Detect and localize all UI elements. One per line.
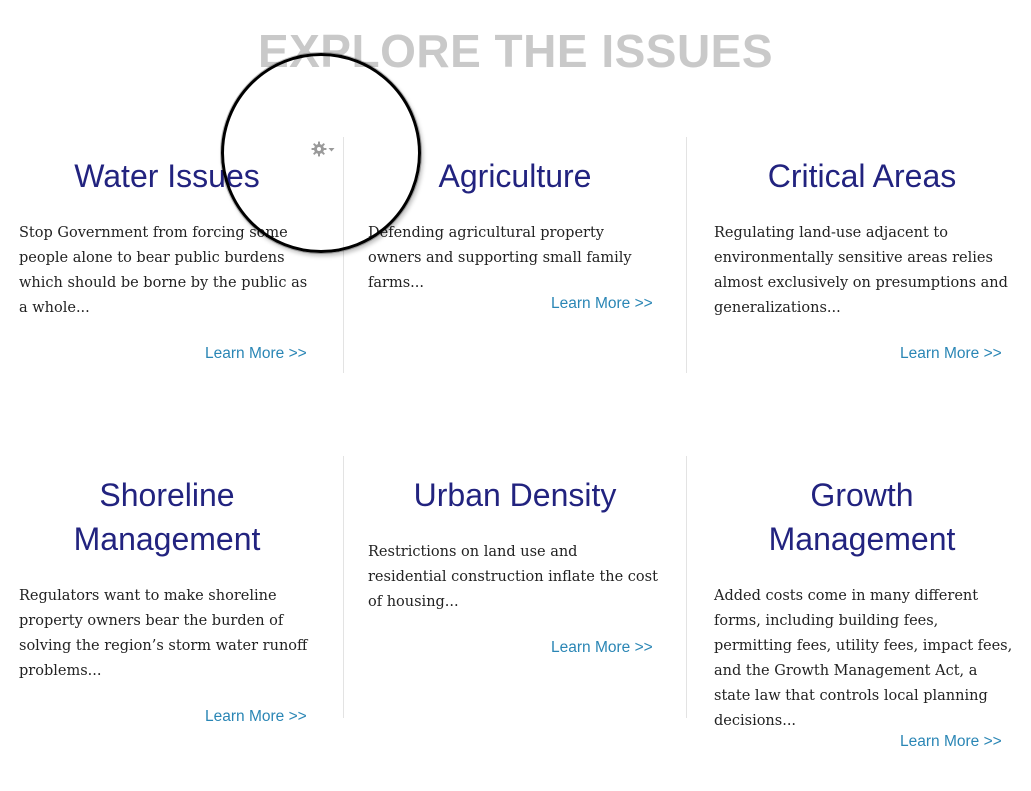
column-divider	[686, 456, 687, 718]
issue-card-shoreline: Shoreline Management Regulators want to …	[19, 473, 319, 738]
card-title[interactable]: Urban Density	[413, 477, 617, 513]
page-title: EXPLORE THE ISSUES	[257, 25, 774, 77]
card-title[interactable]: Water Issues	[74, 158, 260, 194]
issue-card-agriculture: Agriculture Defending agricultural prope…	[368, 154, 668, 319]
learn-more-link[interactable]: Learn More >>	[205, 345, 307, 362]
card-title[interactable]: Agriculture	[438, 158, 592, 194]
issue-card-urban-density: Urban Density Restrictions on land use a…	[368, 473, 668, 668]
column-divider	[343, 137, 344, 373]
issue-card-water: Water Issues Stop Government from forcin…	[19, 154, 319, 369]
card-description: Defending agricultural property owners a…	[368, 225, 632, 291]
card-description: Added costs come in many different forms…	[714, 588, 1013, 729]
card-description: Stop Government from forcing some people…	[19, 225, 308, 316]
card-description: Regulating land-use adjacent to environm…	[714, 225, 1008, 316]
learn-more-link[interactable]: Learn More >>	[900, 345, 1002, 362]
card-description: Regulators want to make shoreline proper…	[19, 588, 308, 679]
issue-card-critical-areas: Critical Areas Regulating land-use adjac…	[714, 154, 1018, 369]
learn-more-link[interactable]: Learn More >>	[205, 708, 307, 725]
column-divider	[686, 137, 687, 373]
gear-icon[interactable]	[311, 140, 337, 158]
column-divider	[343, 456, 344, 718]
learn-more-link[interactable]: Learn More >>	[551, 295, 653, 312]
card-title[interactable]: Critical Areas	[767, 158, 957, 194]
learn-more-link[interactable]: Learn More >>	[551, 639, 653, 656]
card-description: Restrictions on land use and residential…	[368, 544, 658, 610]
card-title[interactable]: Growth Management	[768, 477, 956, 557]
learn-more-link[interactable]: Learn More >>	[900, 733, 1002, 750]
card-title[interactable]: Shoreline Management	[73, 477, 261, 557]
issue-card-growth: Growth Management Added costs come in ma…	[714, 473, 1022, 763]
